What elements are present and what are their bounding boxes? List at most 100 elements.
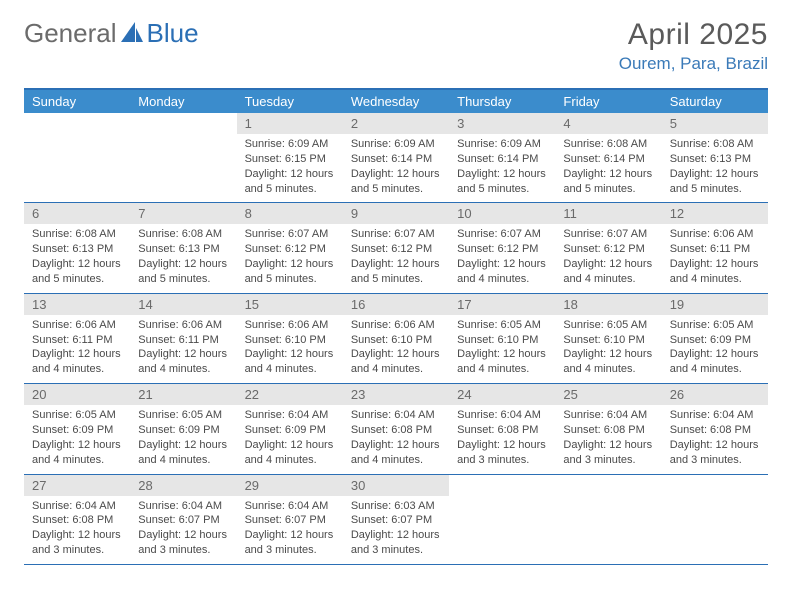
sunset-text: Sunset: 6:08 PM	[563, 423, 653, 438]
date-number: 20	[24, 384, 130, 405]
calendar-cell	[449, 475, 555, 564]
week-row: 6Sunrise: 6:08 AMSunset: 6:13 PMDaylight…	[24, 203, 768, 293]
date-number: 28	[130, 475, 236, 496]
cell-body: Sunrise: 6:04 AMSunset: 6:08 PMDaylight:…	[449, 405, 555, 473]
sunrise-text: Sunrise: 6:07 AM	[563, 227, 653, 242]
cell-body: Sunrise: 6:04 AMSunset: 6:08 PMDaylight:…	[662, 405, 768, 473]
daylight-text: Daylight: 12 hours and 4 minutes.	[670, 257, 760, 287]
sunset-text: Sunset: 6:13 PM	[32, 242, 122, 257]
cell-body: Sunrise: 6:07 AMSunset: 6:12 PMDaylight:…	[343, 224, 449, 292]
sunset-text: Sunset: 6:09 PM	[32, 423, 122, 438]
sunrise-text: Sunrise: 6:03 AM	[351, 499, 441, 514]
cell-body: Sunrise: 6:04 AMSunset: 6:09 PMDaylight:…	[237, 405, 343, 473]
date-number: 4	[555, 113, 661, 134]
day-header-row: Sunday Monday Tuesday Wednesday Thursday…	[24, 90, 768, 113]
day-header-saturday: Saturday	[662, 90, 768, 113]
date-number: 13	[24, 294, 130, 315]
calendar-cell: 29Sunrise: 6:04 AMSunset: 6:07 PMDayligh…	[237, 475, 343, 564]
daylight-text: Daylight: 12 hours and 5 minutes.	[138, 257, 228, 287]
calendar-cell: 26Sunrise: 6:04 AMSunset: 6:08 PMDayligh…	[662, 384, 768, 473]
weeks-container: 1Sunrise: 6:09 AMSunset: 6:15 PMDaylight…	[24, 113, 768, 565]
calendar-cell: 6Sunrise: 6:08 AMSunset: 6:13 PMDaylight…	[24, 203, 130, 292]
date-number: 21	[130, 384, 236, 405]
cell-body: Sunrise: 6:06 AMSunset: 6:10 PMDaylight:…	[237, 315, 343, 383]
cell-body: Sunrise: 6:05 AMSunset: 6:09 PMDaylight:…	[662, 315, 768, 383]
sunrise-text: Sunrise: 6:05 AM	[32, 408, 122, 423]
cell-body: Sunrise: 6:07 AMSunset: 6:12 PMDaylight:…	[449, 224, 555, 292]
day-header-monday: Monday	[130, 90, 236, 113]
daylight-text: Daylight: 12 hours and 5 minutes.	[670, 167, 760, 197]
calendar-cell	[555, 475, 661, 564]
sunset-text: Sunset: 6:12 PM	[245, 242, 335, 257]
logo: General Blue	[24, 18, 199, 49]
week-row: 13Sunrise: 6:06 AMSunset: 6:11 PMDayligh…	[24, 294, 768, 384]
sunrise-text: Sunrise: 6:04 AM	[138, 499, 228, 514]
sunset-text: Sunset: 6:14 PM	[351, 152, 441, 167]
week-row: 20Sunrise: 6:05 AMSunset: 6:09 PMDayligh…	[24, 384, 768, 474]
sunrise-text: Sunrise: 6:05 AM	[670, 318, 760, 333]
sunset-text: Sunset: 6:11 PM	[32, 333, 122, 348]
sunset-text: Sunset: 6:11 PM	[138, 333, 228, 348]
date-number: 30	[343, 475, 449, 496]
calendar-cell	[130, 113, 236, 202]
daylight-text: Daylight: 12 hours and 4 minutes.	[457, 347, 547, 377]
date-number: 11	[555, 203, 661, 224]
date-number: 1	[237, 113, 343, 134]
sunrise-text: Sunrise: 6:06 AM	[32, 318, 122, 333]
daylight-text: Daylight: 12 hours and 4 minutes.	[563, 347, 653, 377]
sunrise-text: Sunrise: 6:04 AM	[563, 408, 653, 423]
sunrise-text: Sunrise: 6:04 AM	[670, 408, 760, 423]
calendar-cell: 22Sunrise: 6:04 AMSunset: 6:09 PMDayligh…	[237, 384, 343, 473]
day-header-wednesday: Wednesday	[343, 90, 449, 113]
cell-body: Sunrise: 6:08 AMSunset: 6:13 PMDaylight:…	[662, 134, 768, 202]
calendar-cell: 7Sunrise: 6:08 AMSunset: 6:13 PMDaylight…	[130, 203, 236, 292]
date-number: 18	[555, 294, 661, 315]
daylight-text: Daylight: 12 hours and 3 minutes.	[138, 528, 228, 558]
cell-body: Sunrise: 6:06 AMSunset: 6:11 PMDaylight:…	[24, 315, 130, 383]
sunset-text: Sunset: 6:08 PM	[351, 423, 441, 438]
date-number: 8	[237, 203, 343, 224]
daylight-text: Daylight: 12 hours and 4 minutes.	[138, 347, 228, 377]
cell-body: Sunrise: 6:06 AMSunset: 6:10 PMDaylight:…	[343, 315, 449, 383]
sunset-text: Sunset: 6:10 PM	[351, 333, 441, 348]
calendar-cell: 24Sunrise: 6:04 AMSunset: 6:08 PMDayligh…	[449, 384, 555, 473]
date-number: 3	[449, 113, 555, 134]
daylight-text: Daylight: 12 hours and 4 minutes.	[32, 347, 122, 377]
sunset-text: Sunset: 6:09 PM	[670, 333, 760, 348]
cell-body: Sunrise: 6:09 AMSunset: 6:14 PMDaylight:…	[449, 134, 555, 202]
calendar-cell: 28Sunrise: 6:04 AMSunset: 6:07 PMDayligh…	[130, 475, 236, 564]
date-number: 19	[662, 294, 768, 315]
calendar-cell: 13Sunrise: 6:06 AMSunset: 6:11 PMDayligh…	[24, 294, 130, 383]
sunset-text: Sunset: 6:08 PM	[670, 423, 760, 438]
calendar: Sunday Monday Tuesday Wednesday Thursday…	[24, 88, 768, 565]
sunrise-text: Sunrise: 6:04 AM	[245, 499, 335, 514]
cell-body: Sunrise: 6:08 AMSunset: 6:13 PMDaylight:…	[130, 224, 236, 292]
week-row: 27Sunrise: 6:04 AMSunset: 6:08 PMDayligh…	[24, 475, 768, 565]
sunrise-text: Sunrise: 6:08 AM	[563, 137, 653, 152]
sunrise-text: Sunrise: 6:07 AM	[351, 227, 441, 242]
daylight-text: Daylight: 12 hours and 4 minutes.	[563, 257, 653, 287]
cell-body: Sunrise: 6:07 AMSunset: 6:12 PMDaylight:…	[555, 224, 661, 292]
cell-body: Sunrise: 6:09 AMSunset: 6:14 PMDaylight:…	[343, 134, 449, 202]
calendar-cell: 15Sunrise: 6:06 AMSunset: 6:10 PMDayligh…	[237, 294, 343, 383]
daylight-text: Daylight: 12 hours and 5 minutes.	[457, 167, 547, 197]
calendar-cell: 10Sunrise: 6:07 AMSunset: 6:12 PMDayligh…	[449, 203, 555, 292]
calendar-cell: 27Sunrise: 6:04 AMSunset: 6:08 PMDayligh…	[24, 475, 130, 564]
sunset-text: Sunset: 6:09 PM	[138, 423, 228, 438]
date-number: 27	[24, 475, 130, 496]
calendar-cell: 12Sunrise: 6:06 AMSunset: 6:11 PMDayligh…	[662, 203, 768, 292]
sunrise-text: Sunrise: 6:08 AM	[138, 227, 228, 242]
date-number: 24	[449, 384, 555, 405]
calendar-cell: 2Sunrise: 6:09 AMSunset: 6:14 PMDaylight…	[343, 113, 449, 202]
sunset-text: Sunset: 6:12 PM	[351, 242, 441, 257]
calendar-cell: 30Sunrise: 6:03 AMSunset: 6:07 PMDayligh…	[343, 475, 449, 564]
sunset-text: Sunset: 6:12 PM	[457, 242, 547, 257]
cell-body: Sunrise: 6:09 AMSunset: 6:15 PMDaylight:…	[237, 134, 343, 202]
day-header-thursday: Thursday	[449, 90, 555, 113]
daylight-text: Daylight: 12 hours and 3 minutes.	[563, 438, 653, 468]
calendar-cell	[662, 475, 768, 564]
sunset-text: Sunset: 6:07 PM	[351, 513, 441, 528]
cell-body: Sunrise: 6:04 AMSunset: 6:07 PMDaylight:…	[237, 496, 343, 564]
cell-body: Sunrise: 6:03 AMSunset: 6:07 PMDaylight:…	[343, 496, 449, 564]
date-number: 17	[449, 294, 555, 315]
